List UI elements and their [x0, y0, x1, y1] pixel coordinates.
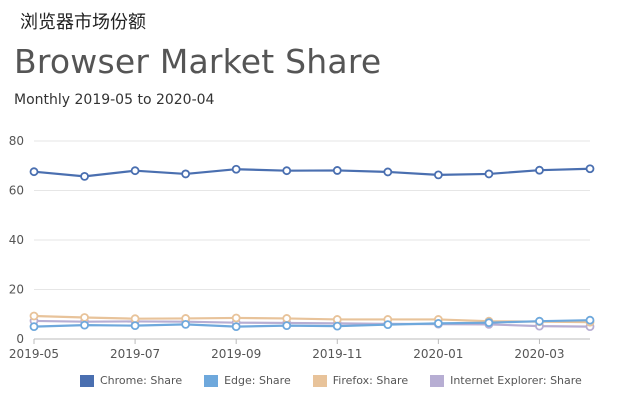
data-point [535, 316, 544, 326]
series-line [33, 319, 591, 328]
data-point [383, 320, 393, 330]
data-point [231, 164, 241, 174]
legend-swatch [312, 374, 327, 387]
legend-item[interactable]: Firefox: Share [312, 374, 409, 387]
legend-item[interactable]: Internet Explorer: Share [430, 374, 582, 387]
legend-swatch [80, 374, 94, 387]
series-layer [29, 164, 595, 332]
data-point [80, 313, 89, 322]
chinese-title: 浏览器市场份额 [20, 12, 146, 33]
data-point [383, 167, 393, 177]
x-tick-label: 2019-05 [9, 347, 59, 361]
data-point [282, 314, 292, 323]
series-line [33, 319, 591, 328]
data-point [433, 319, 443, 328]
data-point [130, 321, 140, 331]
x-tick-label: 2020-03 [514, 347, 564, 361]
chart-subtitle: Monthly 2019-05 to 2020-04 [14, 92, 215, 108]
x-tick-label: 2019-11 [312, 347, 362, 361]
x-tick-label: 2019-07 [110, 347, 160, 361]
legend-label: Internet Explorer: Share [450, 374, 582, 387]
legend-label: Chrome: Share [100, 374, 183, 387]
data-point [80, 171, 89, 181]
data-point [231, 313, 241, 323]
grid-lines [34, 140, 590, 340]
x-axis-ticks: 2019-05 2019-07 2019-09 2019-11 2020-01 2020-… [9, 339, 565, 361]
data-point [231, 322, 241, 332]
data-point [181, 319, 191, 329]
data-point [585, 315, 595, 325]
data-point [130, 314, 140, 324]
data-point [181, 169, 191, 179]
data-point [29, 167, 39, 177]
x-tick-label: 2020-01 [413, 347, 463, 361]
data-point [585, 164, 595, 174]
data-point [332, 166, 342, 175]
data-point [29, 311, 39, 321]
legend-item[interactable]: Chrome: Share [80, 374, 182, 387]
x-tick-label: 2019-09 [211, 347, 261, 361]
legend-label: Edge: Share [224, 374, 291, 387]
data-point [130, 166, 140, 176]
legend-swatch [430, 374, 445, 387]
data-point [484, 169, 494, 179]
y-axis-ticks: 0 20 40 60 80 [9, 134, 24, 346]
data-point [535, 165, 544, 175]
y-tick-label: 40 [9, 233, 24, 247]
data-point [282, 321, 292, 331]
legend-item[interactable]: Edge: Share [204, 374, 291, 387]
legend: Chrome: Share Edge: Share Firefox: Share In… [80, 374, 582, 387]
y-tick-label: 80 [9, 134, 24, 148]
legend-label: Firefox: Share [332, 374, 409, 387]
data-point [433, 170, 443, 180]
series-line [33, 314, 591, 324]
data-point [332, 321, 342, 331]
data-point [80, 320, 89, 330]
legend-swatch [204, 374, 219, 387]
y-tick-label: 60 [9, 184, 24, 198]
chart-title: Browser Market Share [14, 42, 382, 81]
data-point [282, 166, 292, 176]
data-point [29, 322, 39, 332]
y-tick-label: 20 [9, 283, 24, 297]
data-point [484, 318, 494, 328]
y-tick-label: 0 [16, 332, 24, 346]
series-line [33, 167, 591, 178]
